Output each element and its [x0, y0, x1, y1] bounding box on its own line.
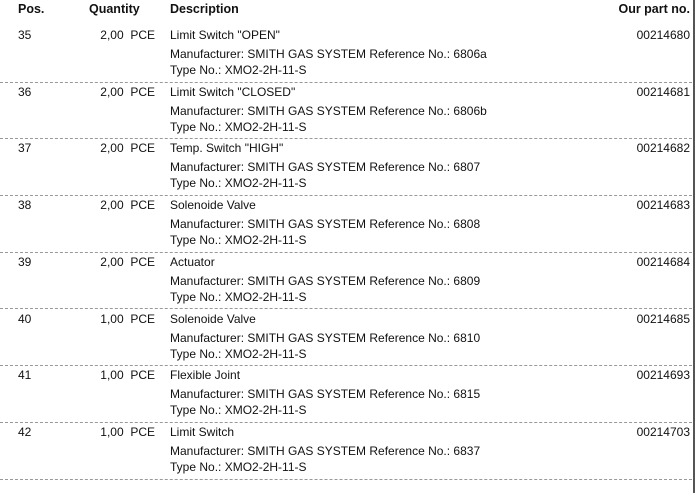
row-pos: 38 — [18, 198, 32, 213]
row-desc: Temp. Switch "HIGH" — [170, 141, 284, 156]
row-manufacturer: Manufacturer: SMITH GAS SYSTEM Reference… — [170, 330, 481, 345]
row-manufacturer: Manufacturer: SMITH GAS SYSTEM Reference… — [170, 387, 481, 402]
table-row: 39 2,00 PCE Actuator Manufacturer: SMITH GA… — [0, 253, 692, 310]
row-manufacturer: Manufacturer: SMITH GAS SYSTEM Reference… — [170, 443, 481, 458]
row-type: Type No.: XMO2-2H-11-S — [170, 403, 307, 418]
header-quantity: Quantity — [89, 2, 140, 16]
row-part: 00214682 — [636, 141, 690, 156]
row-type: Type No.: XMO2-2H-11-S — [170, 119, 307, 134]
page-border — [693, 0, 695, 493]
row-pos: 36 — [18, 84, 32, 99]
row-qty: 2,00 PCE — [100, 141, 155, 156]
row-pos: 40 — [18, 311, 32, 326]
row-pos: 35 — [18, 28, 32, 42]
row-type: Type No.: XMO2-2H-11-S — [170, 233, 307, 248]
row-desc: Flexible Joint — [170, 368, 241, 383]
table-header: Pos. Quantity Description Our part no. — [0, 0, 692, 26]
row-desc: Limit Switch "OPEN" — [170, 28, 280, 42]
row-desc: Solenoide Valve — [170, 198, 256, 213]
row-manufacturer: Manufacturer: SMITH GAS SYSTEM Reference… — [170, 217, 481, 232]
row-desc: Actuator — [170, 254, 215, 269]
row-part: 00214681 — [636, 84, 690, 99]
row-type: Type No.: XMO2-2H-11-S — [170, 289, 307, 304]
row-desc: Limit Switch "CLOSED" — [170, 84, 296, 99]
table-row: 42 1,00 PCE Limit Switch Manufacturer: SMIT… — [0, 423, 692, 480]
table-row: 37 2,00 PCE Temp. Switch "HIGH" Manufacture… — [0, 139, 692, 197]
header-description: Description — [170, 2, 239, 16]
row-qty: 1,00 PCE — [100, 368, 155, 383]
row-type: Type No.: XMO2-2H-11-S — [170, 459, 307, 474]
table-row: 41 1,00 PCE Flexible Joint Manufacturer: SM… — [0, 366, 692, 423]
row-desc: Solenoide Valve — [170, 311, 256, 326]
row-pos: 42 — [18, 424, 32, 439]
row-qty: 1,00 PCE — [100, 311, 155, 326]
row-qty: 1,00 PCE — [100, 424, 155, 439]
header-pos: Pos. — [18, 2, 45, 16]
row-part: 00214703 — [636, 424, 690, 439]
row-manufacturer: Manufacturer: SMITH GAS SYSTEM Reference… — [170, 160, 481, 175]
row-part: 00214680 — [636, 28, 690, 42]
table-row: 40 1,00 PCE Solenoide Valve Manufacturer: S… — [0, 310, 692, 367]
row-qty: 2,00 PCE — [100, 198, 155, 213]
row-qty: 2,00 PCE — [100, 84, 155, 99]
row-pos: 39 — [18, 254, 32, 269]
row-type: Type No.: XMO2-2H-11-S — [170, 63, 307, 77]
row-pos: 41 — [18, 368, 32, 383]
row-qty: 2,00 PCE — [100, 254, 155, 269]
row-part: 00214693 — [636, 368, 690, 383]
table-row: 38 2,00 PCE Solenoide Valve Manufacturer: S… — [0, 196, 692, 253]
row-part: 00214685 — [636, 311, 690, 326]
row-manufacturer: Manufacturer: SMITH GAS SYSTEM Reference… — [170, 273, 481, 288]
row-part: 00214684 — [636, 254, 690, 269]
row-qty: 2,00 PCE — [100, 28, 155, 42]
row-type: Type No.: XMO2-2H-11-S — [170, 346, 307, 361]
row-manufacturer: Manufacturer: SMITH GAS SYSTEM Reference… — [170, 47, 487, 61]
row-desc: Limit Switch — [170, 424, 235, 439]
row-manufacturer: Manufacturer: SMITH GAS SYSTEM Reference… — [170, 103, 487, 118]
table-row: 35 2,00 PCE Limit Switch "OPEN" Manufacture… — [0, 26, 692, 83]
header-part-no: Our part no. — [618, 2, 690, 16]
row-pos: 37 — [18, 141, 32, 156]
row-type: Type No.: XMO2-2H-11-S — [170, 176, 307, 191]
row-part: 00214683 — [636, 198, 690, 213]
table-row: 36 2,00 PCE Limit Switch "CLOSED" Manufactu… — [0, 83, 692, 140]
